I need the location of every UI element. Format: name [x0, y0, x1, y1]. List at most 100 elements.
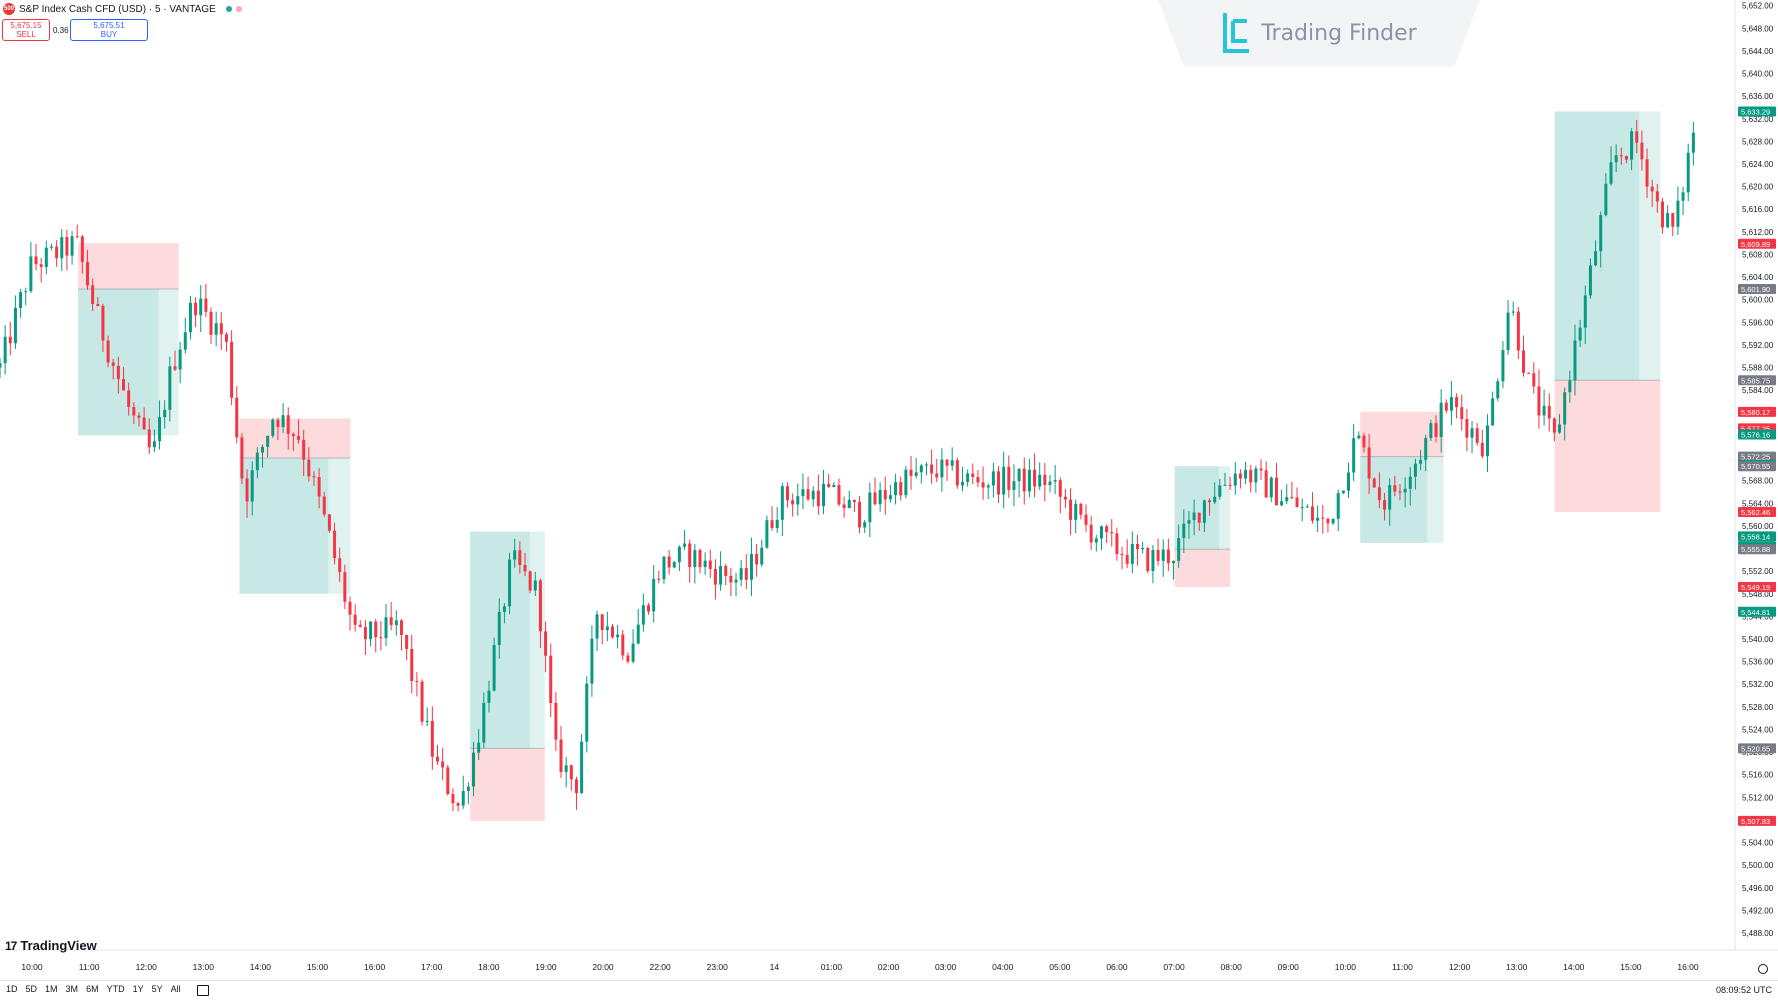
candle-body	[214, 323, 218, 335]
price-tick-label: 5,560.00	[1742, 522, 1774, 531]
time-tick-label: 10:00	[1335, 962, 1357, 972]
time-tick-label: 16:00	[1677, 962, 1699, 972]
watermark-text: Trading Finder	[1261, 20, 1417, 46]
candle-body	[1367, 447, 1371, 479]
price-label-text: 5,633.29	[1741, 107, 1770, 116]
candle-body	[528, 571, 532, 591]
candle-body	[1012, 481, 1016, 490]
price-label-badge	[1738, 429, 1776, 440]
candle-body	[441, 761, 445, 768]
candle-body	[188, 302, 192, 333]
buy-button[interactable]: 5,675.51 BUY	[70, 19, 148, 41]
candle-body	[1413, 463, 1417, 477]
candle-body	[991, 471, 995, 486]
candle-body	[116, 365, 120, 380]
candle-body	[1568, 380, 1572, 393]
price-tick-label: 5,536.00	[1742, 658, 1774, 667]
sell-button[interactable]: 5,675.15 SELL	[2, 19, 50, 41]
candle-body	[888, 495, 892, 500]
candle-body	[755, 554, 759, 565]
symbol-title[interactable]: S&P Index Cash CFD (USD) · 5 · VANTAGE	[19, 3, 216, 15]
candle-body	[1619, 155, 1623, 157]
candle-body	[1424, 438, 1428, 460]
time-tick-label: 14	[770, 962, 780, 972]
price-tick-label: 5,624.00	[1742, 160, 1774, 169]
time-axis: 10:00 11:00 12:00 13:00 14:00 15:00 16:00 17:00…	[21, 962, 1699, 972]
candle-body	[297, 435, 301, 440]
time-tick-label: 14:00	[1563, 962, 1585, 972]
price-tick-label: 5,488.00	[1742, 929, 1774, 938]
price-label-badge	[1738, 582, 1776, 593]
time-tick-label: 12:00	[136, 962, 158, 972]
range-1y[interactable]: 1Y	[132, 984, 144, 994]
candle-body	[719, 566, 723, 585]
candle-body	[935, 473, 939, 478]
time-tick-label: 15:00	[1620, 962, 1642, 972]
time-tick-label: 10:00	[21, 962, 43, 972]
range-6m[interactable]: 6M	[86, 984, 99, 994]
candle-body	[307, 459, 311, 477]
tradingview-logo[interactable]: 17 TradingView	[5, 938, 97, 953]
candle-body	[1547, 405, 1551, 419]
price-label-text: 5,580.17	[1741, 408, 1770, 417]
candle-body	[1063, 496, 1067, 500]
candle-body	[950, 460, 954, 466]
candle-body	[641, 605, 645, 625]
candle-body	[1357, 435, 1361, 439]
candle-body	[8, 336, 12, 344]
candle-body	[924, 464, 928, 466]
candle-body	[1027, 469, 1031, 492]
range-5d[interactable]: 5D	[25, 984, 38, 994]
candle-body	[744, 568, 748, 580]
price-tick-label: 5,592.00	[1742, 341, 1774, 350]
price-label-text: 5,572.25	[1741, 453, 1770, 462]
price-tick-label: 5,620.00	[1742, 183, 1774, 192]
range-ytd[interactable]: YTD	[106, 984, 125, 994]
candle-body	[322, 496, 326, 515]
candle-body	[147, 429, 151, 448]
candle-body	[544, 631, 548, 656]
candle-body	[1130, 543, 1134, 564]
candle-body	[399, 620, 403, 635]
candle-body	[333, 530, 337, 559]
market-open-dot	[225, 6, 232, 12]
candle-body	[286, 415, 290, 434]
range-1d[interactable]: 1D	[6, 984, 18, 994]
candle-body	[760, 547, 764, 565]
candle-body	[1609, 162, 1613, 184]
price-label-text: 5,555.88	[1741, 545, 1770, 554]
range-3m[interactable]: 3M	[65, 984, 79, 994]
candle-body	[708, 560, 712, 569]
range-1m[interactable]: 1M	[45, 984, 58, 994]
candle-body	[1120, 554, 1124, 556]
time-tick-label: 12:00	[1449, 962, 1471, 972]
candle-body	[291, 433, 295, 436]
candle-body	[858, 501, 862, 528]
price-label-text: 5,577.25	[1741, 424, 1770, 433]
time-tick-label: 16:00	[364, 962, 386, 972]
price-tick-label: 5,640.00	[1742, 70, 1774, 79]
candle-body	[209, 311, 213, 335]
price-tick-label: 5,628.00	[1742, 137, 1774, 146]
candle-body	[49, 246, 53, 248]
axis-settings-icon[interactable]	[1758, 964, 1768, 974]
candle-body	[1290, 497, 1294, 499]
candle-body	[1172, 560, 1176, 564]
candle-body	[1383, 500, 1387, 510]
price-tick-label: 5,496.00	[1742, 884, 1774, 893]
candle-body	[245, 478, 249, 502]
candle-body	[1686, 152, 1690, 193]
price-tick-label: 5,644.00	[1742, 47, 1774, 56]
price-labels: 5,633.29 5,609.89 5,601.90 5,585.75 5,580.17…	[1738, 106, 1776, 826]
utc-clock[interactable]: 08:09:52 UTC	[1715, 985, 1772, 995]
range-5y[interactable]: 5Y	[151, 984, 163, 994]
calendar-icon[interactable]	[196, 985, 209, 996]
range-all[interactable]: All	[170, 984, 181, 994]
candle-body	[451, 794, 455, 804]
candle-body	[1491, 398, 1495, 426]
candle-body	[1681, 192, 1685, 201]
candle-body	[1331, 518, 1335, 524]
candle-body	[775, 519, 779, 528]
candle-body	[518, 550, 522, 566]
